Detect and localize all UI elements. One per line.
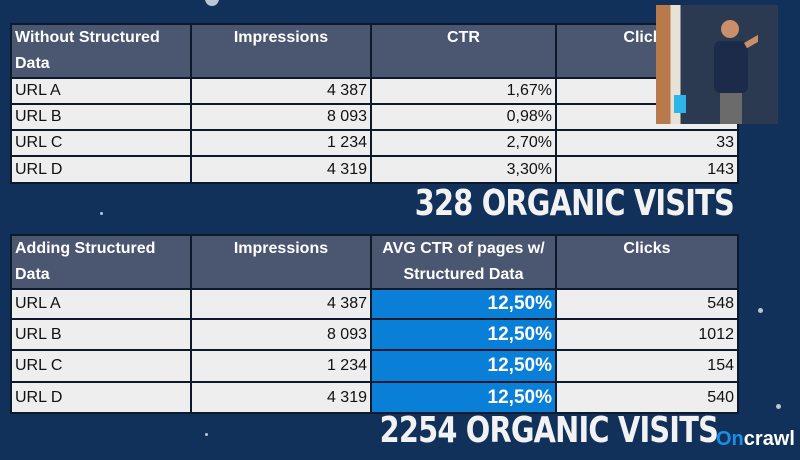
header-cell: Adding Structured Data: [10, 234, 192, 290]
header-cell: Impressions: [190, 234, 372, 290]
impressions-cell: 4 319: [190, 155, 372, 184]
url-cell: URL D: [10, 381, 192, 414]
header-cell: AVG CTR of pages w/ Structured Data: [370, 234, 557, 290]
impressions-cell: 4 387: [190, 77, 372, 105]
url-cell: URL A: [10, 288, 192, 320]
table-header-row: Adding Structured Data Impressions AVG C…: [10, 234, 739, 290]
decor-dot: [492, 188, 495, 191]
table-adding-structured-data: Adding Structured Data Impressions AVG C…: [10, 234, 739, 414]
clicks-cell: 548: [555, 288, 739, 320]
ctr-cell: 12,50%: [370, 381, 557, 414]
clicks-cell: 1012: [555, 318, 739, 351]
decor-dot: [758, 308, 763, 313]
impressions-cell: 1 234: [190, 129, 372, 157]
url-cell: URL C: [10, 349, 192, 383]
header-cell: Without Structured Data: [10, 23, 192, 79]
clicks-cell: 143: [555, 155, 739, 184]
speaker-video-overlay: [656, 5, 778, 124]
impressions-cell: 8 093: [190, 318, 372, 351]
url-cell: URL B: [10, 318, 192, 351]
url-cell: URL D: [10, 155, 192, 184]
organic-visits-total-without: 328 ORGANIC VISITS: [414, 183, 735, 224]
table-without-structured-data: Without Structured Data Impressions CTR …: [10, 23, 739, 184]
oncrawl-logo: Oncrawl: [716, 428, 795, 450]
table-header-row: Without Structured Data Impressions CTR …: [10, 23, 739, 79]
clicks-cell: 154: [555, 349, 739, 383]
header-cell: Impressions: [190, 23, 372, 79]
decor-dot: [100, 212, 103, 215]
url-cell: URL B: [10, 103, 192, 131]
ctr-cell: 12,50%: [370, 349, 557, 383]
url-cell: URL A: [10, 77, 192, 105]
decor-dot: [776, 404, 781, 409]
ctr-cell: 0,98%: [370, 103, 557, 131]
ctr-cell: 12,50%: [370, 288, 557, 320]
clicks-cell: 33: [555, 129, 739, 157]
ctr-cell: 3,30%: [370, 155, 557, 184]
header-cell: Clicks: [555, 234, 739, 290]
ctr-cell: 12,50%: [370, 318, 557, 351]
impressions-cell: 1 234: [190, 349, 372, 383]
decor-dot: [205, 433, 208, 436]
impressions-cell: 8 093: [190, 103, 372, 131]
impressions-cell: 4 387: [190, 288, 372, 320]
url-cell: URL C: [10, 129, 192, 157]
ctr-cell: 2,70%: [370, 129, 557, 157]
impressions-cell: 4 319: [190, 381, 372, 414]
clicks-cell: 540: [555, 381, 739, 414]
ctr-cell: 1,67%: [370, 77, 557, 105]
organic-visits-total-with: 2254 ORGANIC VISITS: [379, 410, 719, 451]
cup: [674, 95, 686, 113]
speaker-figure: [714, 20, 758, 124]
decor-dot: [208, 0, 218, 4]
header-cell: CTR: [370, 23, 557, 79]
